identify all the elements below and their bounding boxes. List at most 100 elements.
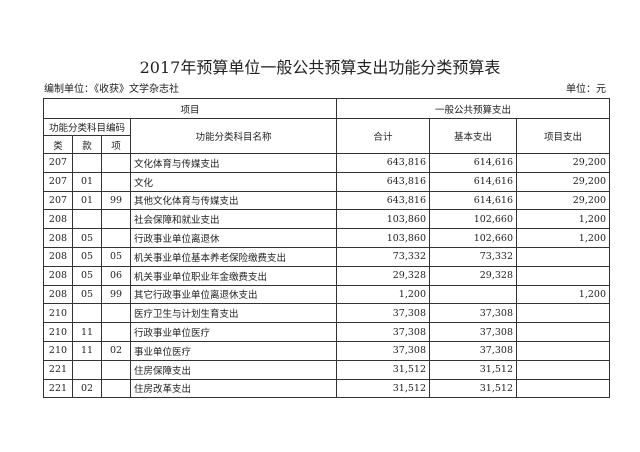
cell-basic: 29,328 — [429, 265, 517, 286]
cell-xiang — [101, 209, 131, 230]
cell-lei: 210 — [43, 303, 73, 324]
cell-name: 其它行政事业单位离退休支出 — [130, 284, 337, 305]
cell-lei: 221 — [43, 378, 73, 399]
header-project: 项目支出 — [516, 118, 610, 154]
cell-lei: 207 — [43, 153, 73, 173]
cell-total: 1,200 — [336, 284, 430, 305]
cell-kuan: 01 — [72, 190, 102, 211]
cell-kuan: 05 — [72, 228, 102, 248]
cell-xiang: 06 — [101, 265, 131, 286]
cell-project: 1,200 — [516, 209, 610, 230]
table-row: 207 01 99 其他文化体育与传媒支出 643,816 614,616 29,200 — [43, 190, 610, 211]
table-row: 210 11 02 事业单位医疗 37,308 37,308 — [43, 340, 610, 361]
cell-basic: 614,616 — [429, 153, 517, 173]
cell-lei: 207 — [43, 171, 73, 192]
table-row: 208 05 06 机关事业单位职业年金缴费支出 29,328 29,328 — [43, 265, 610, 286]
cell-project — [516, 340, 610, 361]
table-row: 208 社会保障和就业支出 103,860 102,660 1,200 — [43, 209, 610, 230]
cell-project: 29,200 — [516, 171, 610, 192]
cell-total: 103,860 — [336, 209, 430, 230]
cell-kuan: 11 — [72, 340, 102, 361]
cell-kuan: 02 — [72, 378, 102, 399]
cell-total: 643,816 — [336, 153, 430, 173]
cell-basic: 73,332 — [429, 246, 517, 267]
cell-kuan — [72, 153, 102, 173]
cell-total: 73,332 — [336, 246, 430, 267]
cell-lei: 210 — [43, 340, 73, 361]
org-label: 编制单位：《收获》文学杂志社 — [44, 84, 179, 95]
cell-total: 37,308 — [336, 340, 430, 361]
cell-project — [516, 265, 610, 286]
cell-basic: 37,308 — [429, 322, 517, 342]
cell-name: 文化 — [130, 171, 337, 192]
cell-name: 住房保障支出 — [130, 359, 337, 380]
cell-xiang: 99 — [101, 284, 131, 305]
cell-kuan: 05 — [72, 284, 102, 305]
cell-xiang — [101, 153, 131, 173]
header-name: 功能分类科目名称 — [130, 118, 337, 154]
table-row: 207 01 文化 643,816 614,616 29,200 — [43, 171, 610, 192]
header-code: 功能分类科目编码 — [43, 118, 131, 136]
header-xiang: 项 — [101, 135, 131, 154]
cell-project: 1,200 — [516, 284, 610, 305]
cell-basic: 614,616 — [429, 171, 517, 192]
cell-kuan — [72, 359, 102, 380]
table-row: 210 11 行政事业单位医疗 37,308 37,308 — [43, 322, 610, 342]
cell-basic: 614,616 — [429, 190, 517, 211]
unit-label: 单位：元 — [566, 84, 606, 95]
cell-lei: 221 — [43, 359, 73, 380]
cell-total: 37,308 — [336, 303, 430, 324]
cell-total: 31,512 — [336, 359, 430, 380]
cell-xiang — [101, 378, 131, 399]
cell-project — [516, 359, 610, 380]
cell-name: 住房改革支出 — [130, 378, 337, 399]
cell-project — [516, 322, 610, 342]
cell-total: 643,816 — [336, 190, 430, 211]
table-row: 208 05 行政事业单位离退休 103,860 102,660 1,200 — [43, 228, 610, 248]
cell-name: 医疗卫生与计划生育支出 — [130, 303, 337, 324]
cell-project — [516, 303, 610, 324]
cell-name: 机关事业单位职业年金缴费支出 — [130, 265, 337, 286]
cell-kuan — [72, 209, 102, 230]
cell-lei: 208 — [43, 228, 73, 248]
cell-basic: 102,660 — [429, 209, 517, 230]
cell-total: 643,816 — [336, 171, 430, 192]
cell-name: 社会保障和就业支出 — [130, 209, 337, 230]
cell-lei: 210 — [43, 322, 73, 342]
cell-xiang — [101, 171, 131, 192]
table-row: 210 医疗卫生与计划生育支出 37,308 37,308 — [43, 303, 610, 324]
cell-total: 37,308 — [336, 322, 430, 342]
cell-xiang — [101, 359, 131, 380]
cell-kuan: 11 — [72, 322, 102, 342]
cell-total: 103,860 — [336, 228, 430, 248]
cell-project — [516, 246, 610, 267]
cell-name: 事业单位医疗 — [130, 340, 337, 361]
cell-basic — [429, 284, 517, 305]
cell-xiang — [101, 303, 131, 324]
cell-xiang: 02 — [101, 340, 131, 361]
cell-basic: 37,308 — [429, 340, 517, 361]
cell-basic: 31,512 — [429, 378, 517, 399]
cell-xiang — [101, 322, 131, 342]
header-general: 一般公共预算支出 — [336, 98, 610, 119]
cell-lei: 208 — [43, 209, 73, 230]
cell-kuan: 01 — [72, 171, 102, 192]
cell-name: 其他文化体育与传媒支出 — [130, 190, 337, 211]
cell-kuan: 05 — [72, 246, 102, 267]
cell-project: 29,200 — [516, 153, 610, 173]
cell-xiang — [101, 228, 131, 248]
cell-kuan — [72, 303, 102, 324]
cell-total: 31,512 — [336, 378, 430, 399]
header-basic: 基本支出 — [429, 118, 517, 154]
cell-lei: 208 — [43, 265, 73, 286]
cell-xiang: 05 — [101, 246, 131, 267]
cell-lei: 208 — [43, 246, 73, 267]
budget-table: 项目 一般公共预算支出 功能分类科目编码 功能分类科目名称 合计 基本支出 项目支出 类款… — [43, 98, 610, 399]
table-row: 221 02 住房改革支出 31,512 31,512 — [43, 378, 610, 399]
cell-total: 29,328 — [336, 265, 430, 286]
cell-kuan: 05 — [72, 265, 102, 286]
cell-lei: 208 — [43, 284, 73, 305]
cell-project: 29,200 — [516, 190, 610, 211]
page-title: 2017年预算单位一般公共预算支出功能分类预算表 — [139, 58, 501, 77]
